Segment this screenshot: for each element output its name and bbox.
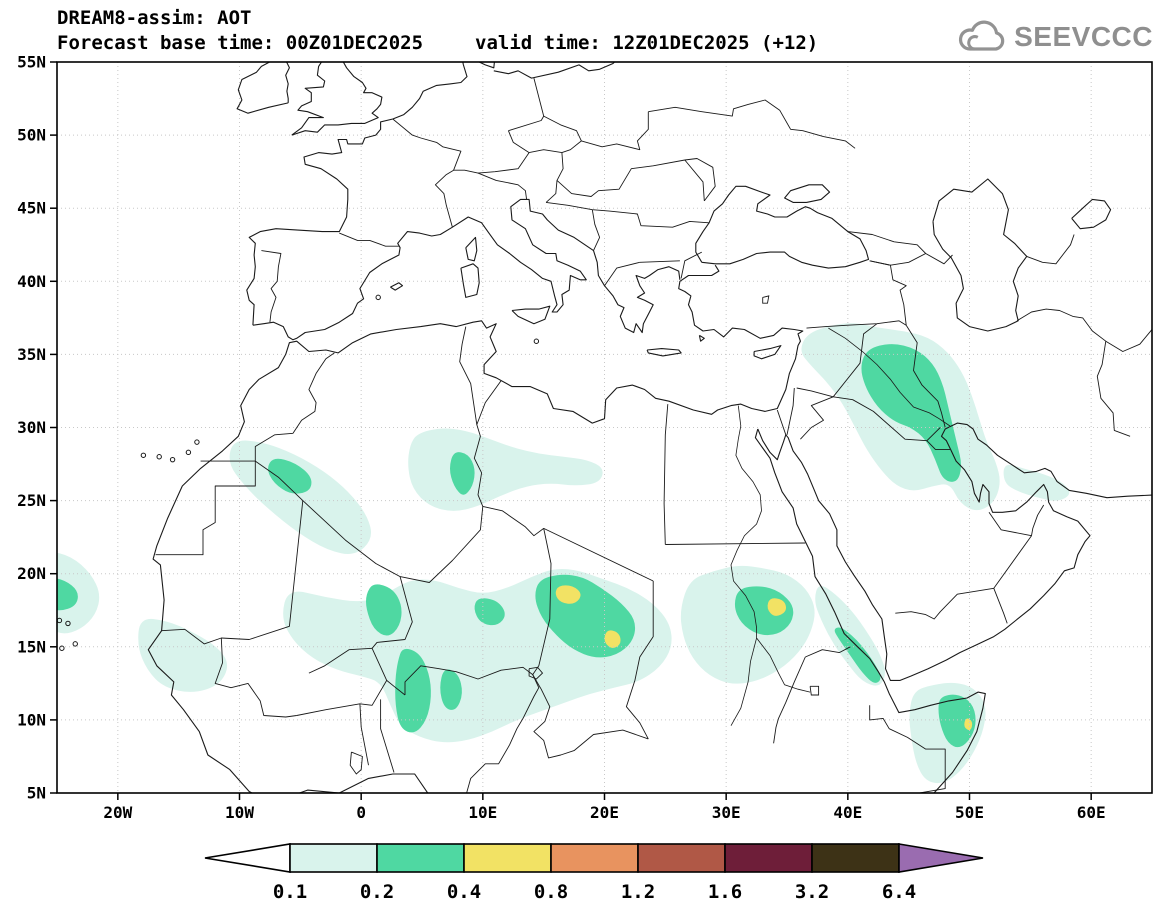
aot-fill-0.2-0.4 [440,669,462,710]
lon-tick-label: 60E [1077,803,1106,822]
seevccc-logo-text: SEEVCCC [1014,21,1153,52]
rivers [730,327,951,726]
time-line: Forecast base time: 00Z01DEC2025 valid ti… [57,31,818,56]
lat-tick-label: 35N [17,345,46,364]
colorbar-tick-label: 1.6 [708,881,742,903]
aot-fill-0.4-0.8 [767,598,786,616]
colorbar-segment [376,843,465,873]
lon-axis-labels: 20W 10W 0 10E 20E 30E 40E 50E 60E [103,803,1105,822]
lon-tick-label: 0 [356,803,366,822]
graticule [57,62,1152,793]
seevccc-cloud-icon [959,20,1005,51]
lat-tick-label: 20N [17,564,46,583]
small-islands [57,294,540,651]
seevccc-logo: SEEVCCC [955,16,1153,58]
aot-fill-0.2-0.4 [861,344,961,482]
colorbar-segment [811,843,900,873]
colorbar-tick-label: 0.8 [534,881,568,903]
lat-tick-label: 30N [17,418,46,437]
lon-tick-label: 10E [468,803,497,822]
aot-colorbar: 0.1 0.2 0.4 0.8 1.2 1.6 3.2 6.4 [204,843,984,903]
axis-ticks [50,61,1092,800]
map-plot-area [57,62,1152,793]
lat-tick-label: 45N [17,199,46,218]
lat-tick-label: 50N [17,126,46,145]
aot-fill-0.2-0.4 [734,586,794,636]
aot-fill-0.1-0.2 [1003,464,1070,501]
lat-axis-labels: 55N 50N 45N 40N 35N 30N 25N 20N 15N 10N 5N [17,53,46,803]
colorbar-segment [724,843,813,873]
aot-fill-0.2-0.4 [366,584,402,636]
coastlines [147,62,1152,793]
aot-contour-fills [57,323,1070,784]
aot-fill-0.1-0.2 [138,618,228,692]
colorbar-tick-label: 0.2 [360,881,394,903]
lat-tick-label: 5N [27,784,46,803]
aot-fill-0.2-0.4 [268,458,312,494]
valid-time: valid time: 12Z01DEC2025 (+12) [475,32,819,54]
aot-fill-0.1-0.2 [283,568,672,743]
aot-fill-0.4-0.8 [964,718,973,731]
lon-tick-label: 50E [955,803,984,822]
aot-fill-0.2-0.4 [450,452,475,495]
lon-tick-label: 40E [833,803,862,822]
aot-fill-0.2-0.4 [834,627,881,683]
lon-tick-label: 20W [103,803,132,822]
colorbar-tick-label: 0.1 [273,881,307,903]
lat-tick-label: 40N [17,272,46,291]
aot-fill-0.2-0.4 [57,578,78,611]
colorbar-segment [289,843,378,873]
model-title: DREAM8-assim: AOT [57,7,252,29]
lon-tick-label: 20E [590,803,619,822]
colorbar-right-arrow [898,843,984,873]
lon-tick-label: 10W [225,803,254,822]
colorbar-tick-label: 3.2 [795,881,829,903]
lat-tick-label: 15N [17,637,46,656]
aot-fill-0.1-0.2 [57,553,100,634]
lat-tick-label: 25N [17,491,46,510]
colorbar-tick-label: 1.2 [621,881,655,903]
colorbar-left-arrow [204,843,291,873]
aot-fill-0.4-0.8 [604,630,621,648]
aot-map-canvas: 55N 50N 45N 40N 35N 30N 25N 20N 15N 10N 5N 20W 10W 0 1… [17,53,1153,822]
lat-tick-label: 10N [17,710,46,729]
forecast-base-time: Forecast base time: 00Z01DEC2025 [57,32,424,54]
aot-fill-0.2-0.4 [395,648,431,733]
aot-fill-0.2-0.4 [474,598,505,626]
aot-fill-0.4-0.8 [555,585,581,604]
lakes [349,295,820,775]
colorbar-tick-label: 6.4 [882,881,916,903]
lat-tick-label: 55N [17,53,46,72]
plot-header: DREAM8-assim: AOT Forecast base time: 00… [57,6,818,56]
colorbar-segment [550,843,639,873]
country-borders [155,77,1152,793]
lon-tick-label: 30E [712,803,741,822]
colorbar-segment [637,843,726,873]
colorbar-segment [463,843,552,873]
aot-fill-0.1-0.2 [408,428,603,511]
aot-fill-0.1-0.2 [229,440,372,554]
colorbar-tick-label: 0.4 [447,881,481,903]
aot-fill-0.2-0.4 [938,694,976,748]
